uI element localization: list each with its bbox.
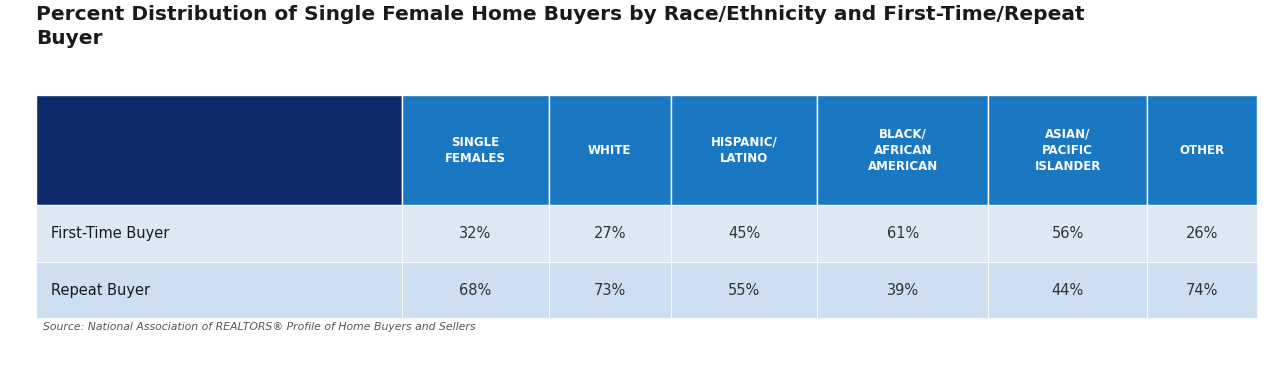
Text: 74%: 74% bbox=[1185, 283, 1219, 298]
Bar bbox=[671, 205, 818, 262]
Text: BLACK/
AFRICAN
AMERICAN: BLACK/ AFRICAN AMERICAN bbox=[868, 128, 938, 172]
Text: 56%: 56% bbox=[1052, 226, 1084, 241]
Text: 32%: 32% bbox=[460, 226, 492, 241]
Bar bbox=[818, 205, 988, 262]
Bar bbox=[36, 205, 402, 262]
Bar bbox=[988, 205, 1147, 262]
Text: 55%: 55% bbox=[728, 283, 760, 298]
Text: 27%: 27% bbox=[594, 226, 626, 241]
Text: HISPANIC/
LATINO: HISPANIC/ LATINO bbox=[710, 135, 777, 165]
Bar bbox=[402, 205, 549, 262]
Bar bbox=[671, 262, 818, 318]
Bar bbox=[36, 262, 402, 318]
Bar bbox=[402, 262, 549, 318]
Bar bbox=[671, 95, 818, 205]
Text: Repeat Buyer: Repeat Buyer bbox=[51, 283, 150, 298]
Text: Percent Distribution of Single Female Home Buyers by Race/Ethnicity and First-Ti: Percent Distribution of Single Female Ho… bbox=[36, 5, 1084, 48]
Bar bbox=[402, 95, 549, 205]
Bar bbox=[549, 262, 671, 318]
Bar bbox=[1147, 262, 1257, 318]
Bar bbox=[988, 262, 1147, 318]
Text: 45%: 45% bbox=[728, 226, 760, 241]
Text: 61%: 61% bbox=[887, 226, 919, 241]
Bar bbox=[549, 205, 671, 262]
Text: First-Time Buyer: First-Time Buyer bbox=[51, 226, 169, 241]
Bar bbox=[818, 95, 988, 205]
Text: 44%: 44% bbox=[1052, 283, 1084, 298]
Bar bbox=[988, 95, 1147, 205]
Text: ASIAN/
PACIFIC
ISLANDER: ASIAN/ PACIFIC ISLANDER bbox=[1034, 128, 1101, 172]
Text: 39%: 39% bbox=[887, 283, 919, 298]
Bar bbox=[818, 262, 988, 318]
Bar bbox=[1147, 205, 1257, 262]
Text: Source: National Association of REALTORS® Profile of Home Buyers and Sellers: Source: National Association of REALTORS… bbox=[36, 322, 475, 332]
Text: 26%: 26% bbox=[1185, 226, 1219, 241]
Text: SINGLE
FEMALES: SINGLE FEMALES bbox=[445, 135, 506, 165]
Text: OTHER: OTHER bbox=[1179, 143, 1225, 157]
Text: 68%: 68% bbox=[460, 283, 492, 298]
Text: 73%: 73% bbox=[594, 283, 626, 298]
Bar bbox=[549, 95, 671, 205]
Bar bbox=[36, 95, 402, 205]
Text: WHITE: WHITE bbox=[588, 143, 631, 157]
Bar bbox=[1147, 95, 1257, 205]
